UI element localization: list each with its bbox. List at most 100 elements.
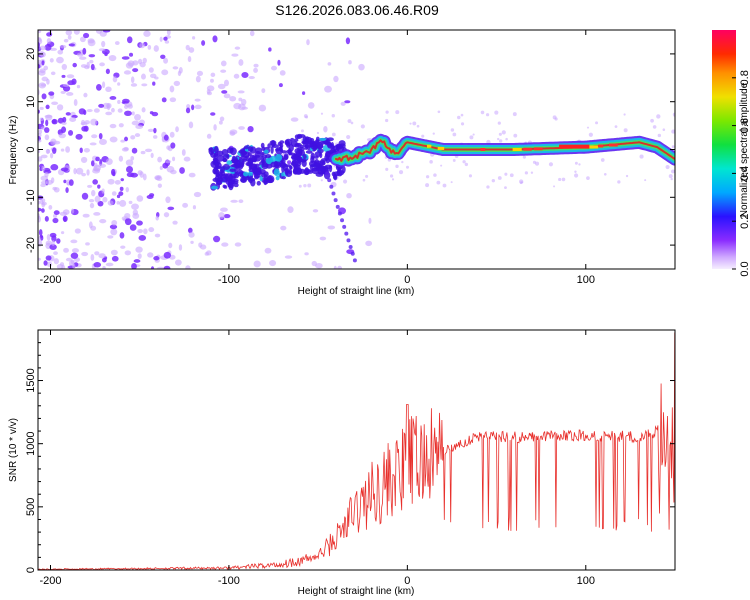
noise-point (409, 122, 412, 125)
noise-point (307, 183, 312, 188)
noise-point (532, 160, 537, 164)
noise-point (210, 72, 216, 77)
spectral-band (208, 133, 675, 263)
noise-point (501, 130, 506, 135)
noise-point (41, 165, 46, 171)
noise-point (41, 93, 47, 100)
noise-point (348, 60, 352, 65)
noise-point (94, 251, 100, 256)
band-blob (313, 163, 320, 169)
noise-point (118, 191, 124, 196)
noise-point (432, 132, 435, 135)
noise-point (109, 136, 118, 143)
band-blob (283, 167, 290, 174)
noise-point (206, 89, 211, 94)
noise-point (131, 120, 140, 126)
noise-point (119, 199, 127, 207)
noise-point (462, 160, 466, 164)
spectrogram-ylabel: Frequency (Hz) (8, 116, 19, 185)
noise-point (340, 101, 346, 106)
spectrogram-xtick-label: 0 (404, 274, 410, 286)
noise-point (406, 165, 410, 169)
noise-point (95, 84, 102, 91)
noise-point (91, 134, 98, 139)
noise-point (229, 129, 238, 135)
noise-point (38, 156, 43, 162)
band-blob (328, 164, 333, 173)
band-blob (249, 163, 257, 170)
noise-point (81, 125, 88, 132)
noise-point (535, 161, 540, 166)
noise-point (425, 175, 430, 179)
noise-point (437, 110, 441, 114)
noise-point (452, 132, 457, 137)
noise-point (41, 208, 45, 213)
band-highlight (512, 148, 522, 151)
noise-point (238, 199, 244, 204)
noise-point (102, 196, 108, 203)
noise-point (436, 180, 441, 185)
noise-point (468, 174, 473, 178)
noise-point (304, 252, 309, 256)
band-blob (281, 176, 286, 180)
noise-point (238, 126, 245, 130)
noise-point (287, 206, 294, 214)
noise-point (290, 117, 299, 122)
band-highlight (426, 144, 432, 148)
snr-xtick-label: -200 (39, 575, 61, 587)
noise-point (75, 167, 84, 175)
noise-point (494, 110, 499, 115)
snr-ytick-label: 500 (25, 498, 37, 516)
noise-point (86, 169, 90, 176)
noise-point (61, 121, 67, 126)
snr-ytick-label: 1000 (25, 431, 37, 455)
band-blob (232, 181, 239, 185)
noise-point (144, 148, 153, 153)
noise-point (149, 193, 155, 197)
noise-point (311, 260, 317, 267)
noise-point (213, 235, 221, 243)
noise-point (71, 248, 80, 253)
noise-point (416, 124, 420, 128)
noise-point (161, 69, 169, 76)
noise-point (49, 244, 57, 250)
noise-point (114, 179, 121, 185)
noise-point (46, 233, 51, 241)
spectrogram-ytick-label: -10 (25, 189, 37, 205)
band-blob (221, 148, 229, 156)
noise-point (61, 74, 66, 78)
band-blob (261, 146, 266, 151)
noise-point (70, 239, 78, 244)
band-blob (261, 162, 269, 170)
noise-point (118, 123, 124, 128)
noise-point (194, 98, 201, 102)
noise-point (440, 164, 443, 167)
band-blob (215, 162, 219, 171)
band-blob (254, 150, 262, 158)
noise-point (152, 81, 156, 86)
noise-point (104, 52, 108, 57)
noise-point (498, 132, 502, 136)
noise-point (124, 218, 132, 226)
band-blob (275, 161, 281, 167)
noise-point (346, 134, 351, 140)
noise-point (105, 111, 113, 116)
band-blob (259, 169, 266, 175)
noise-point (600, 158, 605, 162)
band-blob (240, 178, 247, 183)
band-blob (244, 155, 250, 159)
band-blob (208, 147, 215, 156)
noise-point (58, 133, 66, 139)
noise-point (48, 91, 55, 96)
noise-point (553, 185, 556, 188)
noise-point (194, 104, 202, 110)
band-blob (214, 152, 219, 157)
noise-point (98, 48, 106, 52)
noise-point (50, 71, 56, 76)
band-blob (256, 180, 261, 186)
noise-point (120, 139, 126, 143)
noise-point (344, 100, 351, 104)
band-streak-point (346, 238, 351, 243)
noise-point (220, 69, 227, 73)
